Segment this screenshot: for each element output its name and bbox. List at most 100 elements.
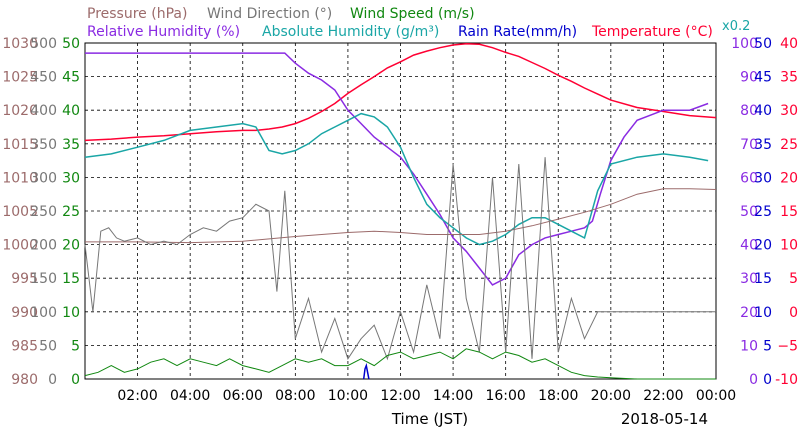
tick-label-pressure: 1020 <box>2 103 38 119</box>
tick-label-rain-rate: 30 <box>754 170 772 186</box>
left-axes: 9809859909951000100510101015102010251030… <box>2 36 80 388</box>
tick-label-rain-rate: 45 <box>754 70 772 86</box>
legend-wind-speed: Wind Speed (m/s) <box>350 6 475 22</box>
tick-label-wind-speed: 50 <box>62 36 80 52</box>
series-rain-rate <box>362 362 370 380</box>
tick-label-pressure: 1000 <box>2 238 38 254</box>
x-tick-label: 00:00 <box>696 388 736 404</box>
tick-label-wind-direction: 400 <box>30 103 57 119</box>
tick-label-wind-direction: 250 <box>30 204 57 220</box>
tick-label-wind-direction: 500 <box>30 36 57 52</box>
legend-relative-humidity: Relative Humidity (%) <box>87 24 240 40</box>
tick-label-rain-rate: 25 <box>754 204 772 220</box>
tick-label-wind-direction: 0 <box>48 372 57 388</box>
tick-label-pressure: 1010 <box>2 170 38 186</box>
legend-row-2: Relative Humidity (%) Absolute Humidity … <box>87 19 750 40</box>
x-axis-title: Time (JST) <box>391 410 468 428</box>
tick-label-pressure: 1015 <box>2 137 38 153</box>
x-tick-label: 08:00 <box>275 388 315 404</box>
series-relative-humidity <box>85 52 709 286</box>
tick-label-wind-speed: 20 <box>62 238 80 254</box>
x-tick-label: 22:00 <box>643 388 683 404</box>
tick-label-temperature: 20 <box>780 170 798 186</box>
tick-label-wind-speed: 25 <box>62 204 80 220</box>
x-tick-label: 16:00 <box>485 388 525 404</box>
legend-rain-rate: Rain Rate(mm/h) <box>458 24 577 40</box>
tick-label-rain-rate: 10 <box>754 305 772 321</box>
legend-absolute-humidity: Absolute Humidity (g/m³) <box>262 24 439 40</box>
series-absolute-humidity <box>84 112 709 246</box>
series-pressure <box>85 188 717 244</box>
tick-label-wind-speed: 15 <box>62 271 80 287</box>
tick-label-wind-speed: 35 <box>62 137 80 153</box>
tick-label-wind-direction: 350 <box>30 137 57 153</box>
series-wind-speed <box>84 348 716 380</box>
x-tick-label: 12:00 <box>380 388 420 404</box>
x-tick-label: 10:00 <box>328 388 368 404</box>
series-layer <box>84 42 717 380</box>
tick-label-wind-speed: 30 <box>62 170 80 186</box>
tick-label-pressure: 980 <box>11 372 38 388</box>
tick-label-pressure: 990 <box>11 305 38 321</box>
tick-label-wind-direction: 200 <box>30 238 57 254</box>
tick-label-relative-humidity: 60 <box>740 170 758 186</box>
legend-wind-direction: Wind Direction (°) <box>207 6 332 22</box>
x-tick-label: 04:00 <box>170 388 210 404</box>
right-axes: 0102030405060708090100051015202530354045… <box>731 36 798 388</box>
tick-label-wind-speed: 10 <box>62 305 80 321</box>
tick-label-wind-direction: 450 <box>30 70 57 86</box>
tick-label-relative-humidity: 50 <box>740 204 758 220</box>
tick-label-temperature: 35 <box>780 70 798 86</box>
legend-temperature: Temperature (°C) <box>591 24 713 40</box>
tick-label-pressure: 985 <box>11 338 38 354</box>
tick-label-relative-humidity: 0 <box>749 372 758 388</box>
tick-label-relative-humidity: 90 <box>740 70 758 86</box>
legend-scale-note: x0.2 <box>722 19 750 34</box>
grid-lines <box>85 43 716 379</box>
tick-label-rain-rate: 0 <box>763 372 772 388</box>
series-temperature <box>84 42 717 142</box>
tick-label-rain-rate: 20 <box>754 238 772 254</box>
x-tick-label: 14:00 <box>433 388 473 404</box>
series-wind-direction <box>84 157 716 361</box>
tick-label-temperature: 25 <box>780 137 798 153</box>
tick-label-relative-humidity: 20 <box>740 305 758 321</box>
tick-label-relative-humidity: 100 <box>731 36 758 52</box>
tick-label-pressure: 1005 <box>2 204 38 220</box>
x-tick-label: 20:00 <box>591 388 631 404</box>
tick-label-pressure: 1030 <box>2 36 38 52</box>
x-axis: 02:00 04:00 06:00 08:00 10:00 12:00 14:00 16:00… <box>117 388 736 404</box>
tick-label-temperature: 15 <box>780 204 798 220</box>
x-tick-label: 06:00 <box>223 388 263 404</box>
tick-label-rain-rate: 5 <box>763 338 772 354</box>
tick-label-temperature: −5 <box>777 338 798 354</box>
chart-date: 2018-05-14 <box>621 410 708 428</box>
tick-label-pressure: 995 <box>11 271 38 287</box>
tick-label-relative-humidity: 40 <box>740 238 758 254</box>
tick-label-temperature: 30 <box>780 103 798 119</box>
tick-label-wind-direction: 300 <box>30 170 57 186</box>
tick-label-relative-humidity: 70 <box>740 137 758 153</box>
tick-label-rain-rate: 15 <box>754 271 772 287</box>
legend-row-1: Pressure (hPa) Wind Direction (°) Wind S… <box>87 6 475 22</box>
tick-label-wind-direction: 150 <box>30 271 57 287</box>
tick-label-wind-speed: 5 <box>71 338 80 354</box>
tick-label-relative-humidity: 30 <box>740 271 758 287</box>
x-tick-label: 18:00 <box>538 388 578 404</box>
tick-label-rain-rate: 50 <box>754 36 772 52</box>
tick-label-rain-rate: 40 <box>754 103 772 119</box>
tick-label-wind-speed: 40 <box>62 103 80 119</box>
legend-pressure: Pressure (hPa) <box>87 6 187 22</box>
tick-label-temperature: 10 <box>780 238 798 254</box>
plot-area <box>84 42 717 380</box>
tick-label-wind-speed: 45 <box>62 70 80 86</box>
tick-label-wind-speed: 0 <box>71 372 80 388</box>
tick-label-temperature: 5 <box>789 271 798 287</box>
tick-label-relative-humidity: 10 <box>740 338 758 354</box>
tick-label-temperature: 0 <box>789 305 798 321</box>
tick-label-temperature: -10 <box>775 372 798 388</box>
tick-label-pressure: 1025 <box>2 70 38 86</box>
tick-label-temperature: 40 <box>780 36 798 52</box>
x-tick-label: 02:00 <box>117 388 157 404</box>
